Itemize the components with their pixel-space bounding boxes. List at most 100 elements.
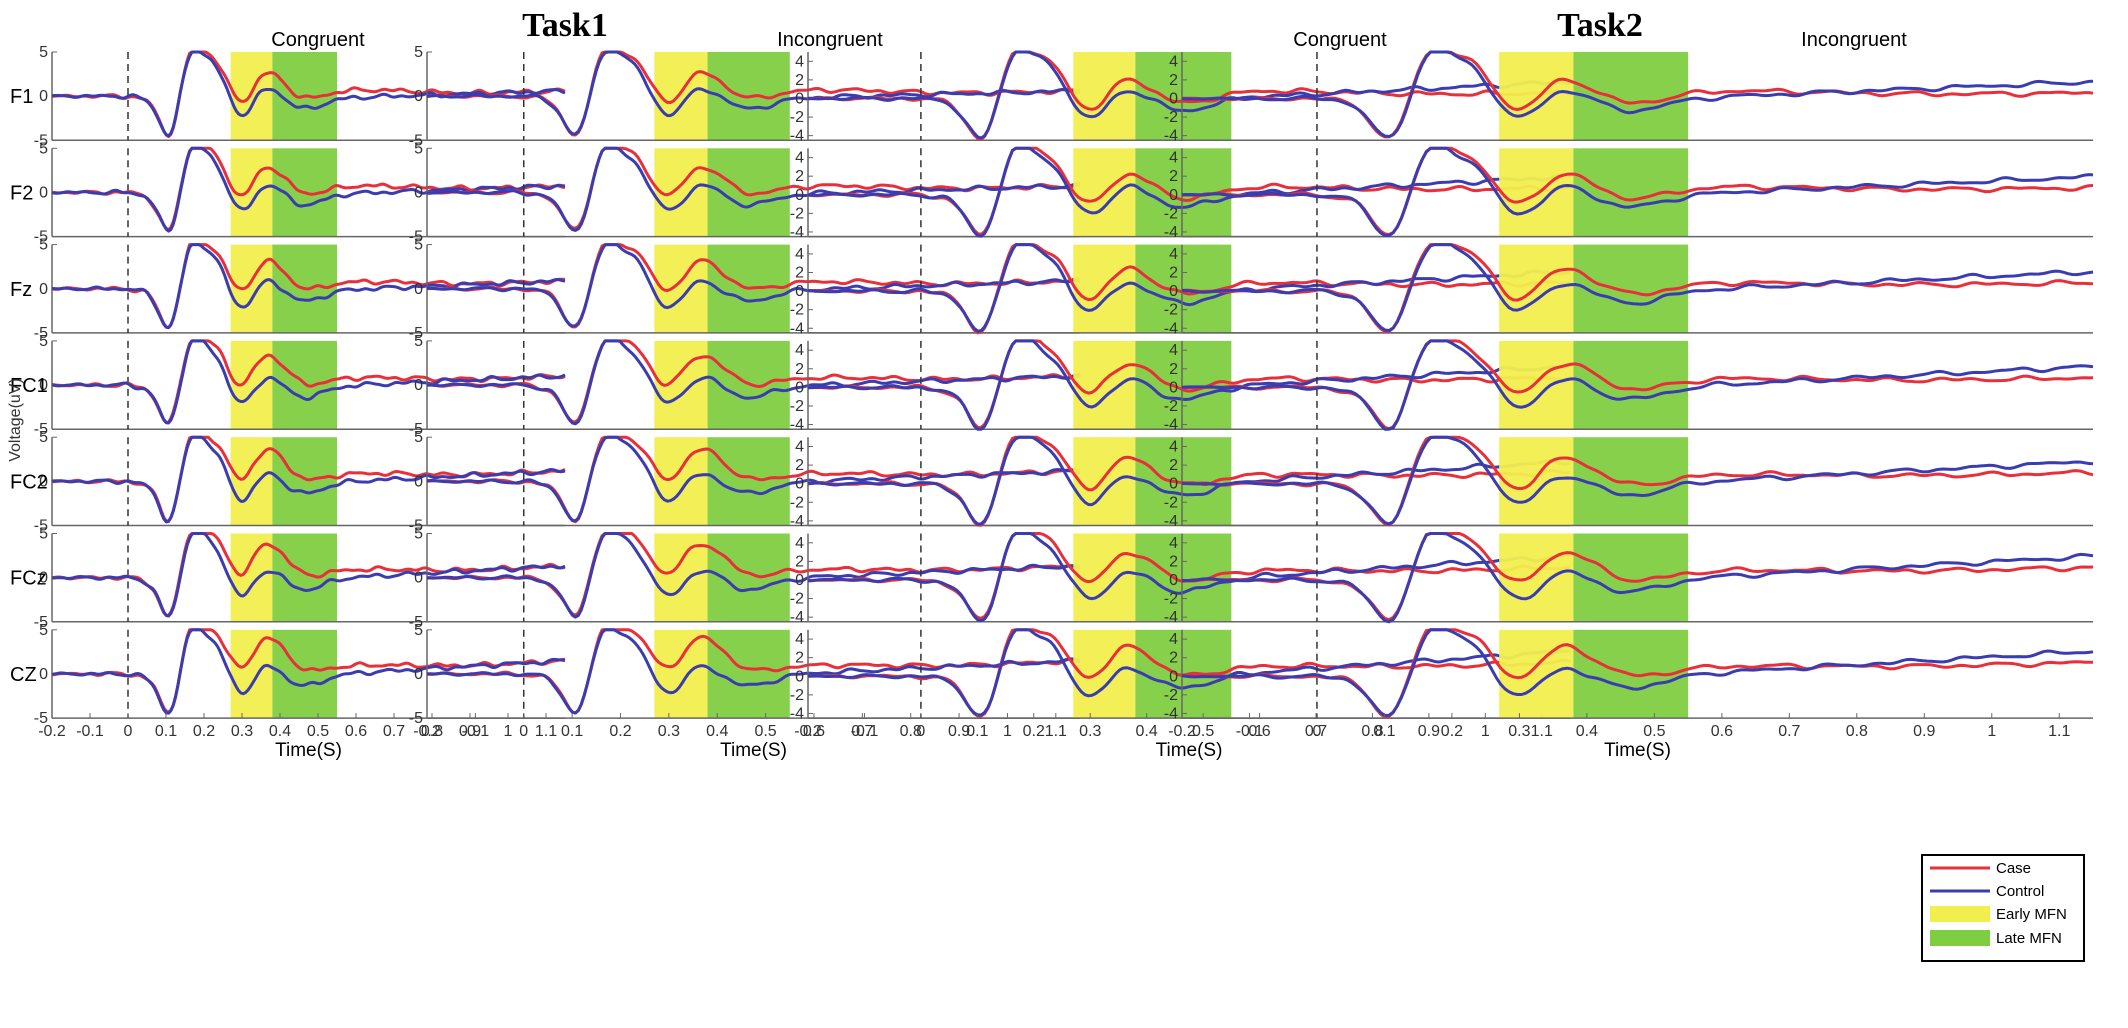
panel-1-congruent-cz-xtick-label: 1 <box>504 723 513 740</box>
legend-late-mfn-label: Late MFN <box>1996 930 2062 947</box>
panel-1-congruent-f1-ytick-label: 0 <box>39 88 48 105</box>
panel-2-incongruent-f1-ytick-label: 4 <box>1169 53 1178 70</box>
panel-2-incongruent-cz-xtick-label: -0.1 <box>1236 723 1264 740</box>
panel-2-congruent-f2-ytick-label: 0 <box>795 187 804 204</box>
panel-2-incongruent-fcz-ytick-label: 2 <box>1169 553 1178 570</box>
panel-2-incongruent-f1-ytick-label: -4 <box>1164 128 1178 145</box>
panel-1-incongruent-cz-ytick-label: 0 <box>414 666 423 683</box>
panel-2-congruent-cz-ytick-label: 4 <box>795 631 804 648</box>
panel-2-congruent-cz-xtick-label: 0.9 <box>1418 723 1440 740</box>
row-label-f2: F2 <box>10 182 33 204</box>
panel-2-incongruent-fcz-ytick-label: 0 <box>1169 572 1178 589</box>
panel-2-congruent-fc1-ytick-label: 0 <box>795 379 804 396</box>
panel-1-congruent-fc1-ytick-label: 5 <box>39 333 48 350</box>
task1-title: Task1 <box>522 7 608 44</box>
panel-1-congruent-fcz-ytick-label: 5 <box>39 526 48 543</box>
panel-2-congruent-cz-xtick-label: 1.1 <box>1531 723 1553 740</box>
panel-2-incongruent-cz-ytick-label: 4 <box>1169 631 1178 648</box>
panel-2-congruent-fc2-early-mfn-window <box>1073 437 1135 525</box>
task2-congruent-title: Congruent <box>1293 29 1387 51</box>
panel-1-congruent-fcz-late-mfn-window <box>272 534 337 622</box>
panel-2-congruent-cz-ytick-label: 2 <box>795 650 804 667</box>
panel-1-congruent-cz-early-mfn-window <box>231 630 273 718</box>
panel-1-congruent-fz-ytick-label: 5 <box>39 237 48 254</box>
row-label-fz: Fz <box>10 279 32 301</box>
panel-2-congruent-fz-ytick-label: 2 <box>795 264 804 281</box>
panel-2-incongruent-cz-xtick-label: 0.4 <box>1576 723 1598 740</box>
panel-2-incongruent-cz-ytick-label: -2 <box>1164 687 1178 704</box>
legend-control-label: Control <box>1996 883 2044 900</box>
panel-2-congruent-f1-ytick-label: 0 <box>795 90 804 107</box>
panel-2-incongruent-f2-ytick-label: 0 <box>1169 187 1178 204</box>
panel-1-congruent-f2-ytick-label: 5 <box>39 140 48 157</box>
panel-1-congruent-cz-xtick-label: -0.2 <box>38 723 66 740</box>
panel-1-incongruent-fc2-ytick-label: 0 <box>414 473 423 490</box>
panel-1-incongruent-fz-ytick-label: 0 <box>414 281 423 298</box>
panel-2-incongruent-cz-ytick-label: 2 <box>1169 650 1178 667</box>
panel-2-congruent-fcz-ytick-label: 0 <box>795 572 804 589</box>
panel-2-congruent-cz-xtick-label: 0.2 <box>1023 723 1045 740</box>
panel-2-congruent-fc1-ytick-label: 2 <box>795 361 804 378</box>
panel-1-congruent-fc2-ytick-label: 5 <box>39 429 48 446</box>
panel-2-incongruent-cz-xtick-label: 0.6 <box>1711 723 1733 740</box>
panel-2-congruent-f2-ytick-label: -4 <box>790 224 804 241</box>
panel-1-congruent-cz-xtick-label: 0.4 <box>269 723 291 740</box>
panel-1-congruent-f2-ytick-label: 0 <box>39 184 48 201</box>
panel-2-incongruent-fc2-early-mfn-window <box>1499 437 1573 525</box>
panel-2-incongruent-fc1-ytick-label: -4 <box>1164 417 1178 434</box>
panel-1-congruent-cz-xtick-label: 0.3 <box>231 723 253 740</box>
panel-2-congruent-cz-xtick-label: 1 <box>1481 723 1490 740</box>
panel-2-incongruent-fcz-ytick-label: 4 <box>1169 535 1178 552</box>
panel-2-incongruent-fz-ytick-label: -2 <box>1164 302 1178 319</box>
panel-1-congruent-cz-xtick-label: 0.2 <box>193 723 215 740</box>
panel-2-incongruent-fc1-ytick-label: 2 <box>1169 361 1178 378</box>
task2-incongruent-title: Incongruent <box>1801 29 1907 51</box>
panel-1-incongruent-f2-ytick-label: 0 <box>414 184 423 201</box>
panel-2-congruent-f1-early-mfn-window <box>1073 52 1135 140</box>
panel-2-congruent-cz-xtick-label: 0 <box>916 723 925 740</box>
panel-1-incongruent-fc2-ytick-label: 5 <box>414 429 423 446</box>
panel-1-congruent-fcz-early-mfn-window <box>231 534 273 622</box>
panel-2-incongruent-fz-ytick-label: 0 <box>1169 283 1178 300</box>
panel-1-congruent-cz-ytick-label: 0 <box>39 666 48 683</box>
panel-2-congruent-cz-xtick-label: 0.3 <box>1079 723 1101 740</box>
row-label-f1: F1 <box>10 86 33 108</box>
panel-1-incongruent-cz-ytick-label: 5 <box>414 622 423 639</box>
panel-1-congruent-cz-xtick-label: 0.6 <box>345 723 367 740</box>
panel-1-congruent-fz-ytick-label: 0 <box>39 281 48 298</box>
x-axis-label-3: Time(S) <box>1156 740 1223 761</box>
panel-1-incongruent-cz-xtick-label: 0 <box>519 723 528 740</box>
panel-2-congruent-cz-xtick-label: 0.1 <box>966 723 988 740</box>
panel-2-incongruent-fc2-ytick-label: 0 <box>1169 476 1178 493</box>
panel-2-incongruent-fc2-ytick-label: -4 <box>1164 513 1178 530</box>
panel-1-incongruent-fz-ytick-label: 5 <box>414 237 423 254</box>
task2-title: Task2 <box>1557 7 1643 44</box>
panel-2-congruent-f2-ytick-label: -2 <box>790 205 804 222</box>
panel-1-incongruent-fc1-ytick-label: 5 <box>414 333 423 350</box>
panel-2-incongruent-fc1-ytick-label: 4 <box>1169 342 1178 359</box>
panel-1-incongruent-cz-xtick-label: 1.1 <box>1045 723 1067 740</box>
panel-1-incongruent-cz-xtick-label: 0.4 <box>706 723 728 740</box>
panel-2-incongruent-f2-ytick-label: -2 <box>1164 205 1178 222</box>
panel-1-incongruent-f2-ytick-label: 5 <box>414 140 423 157</box>
panel-1-incongruent-cz-xtick-label: 1 <box>1003 723 1012 740</box>
panel-2-congruent-fz-ytick-label: -2 <box>790 302 804 319</box>
panel-1-congruent-cz-xtick-label: 0.7 <box>383 723 405 740</box>
panel-1-congruent-cz-xtick-label: 0.5 <box>307 723 329 740</box>
panel-1-incongruent-fcz-ytick-label: 0 <box>414 570 423 587</box>
x-axis-label-2: Time(S) <box>720 740 787 761</box>
panel-2-incongruent-f2-ytick-label: 2 <box>1169 168 1178 185</box>
panel-2-incongruent-cz-xtick-label: 1 <box>1987 723 1996 740</box>
panel-1-incongruent-cz-xtick-label: -0.1 <box>462 723 490 740</box>
panel-2-congruent-fz-ytick-label: 0 <box>795 283 804 300</box>
panel-2-incongruent-cz-xtick-label: 0.7 <box>1778 723 1800 740</box>
panel-2-incongruent-f1-ytick-label: 2 <box>1169 72 1178 89</box>
task1-incongruent-title: Incongruent <box>777 29 883 51</box>
panel-2-congruent-fz-ytick-label: -4 <box>790 320 804 337</box>
legend: Case Control Early MFN Late MFN <box>1922 855 2084 961</box>
panel-1-incongruent-fc1-ytick-label: 0 <box>414 377 423 394</box>
panel-2-congruent-fcz-ytick-label: -2 <box>790 591 804 608</box>
panel-2-incongruent-cz-xtick-label: 0.3 <box>1508 723 1530 740</box>
panel-2-congruent-fcz-ytick-label: -4 <box>790 609 804 626</box>
